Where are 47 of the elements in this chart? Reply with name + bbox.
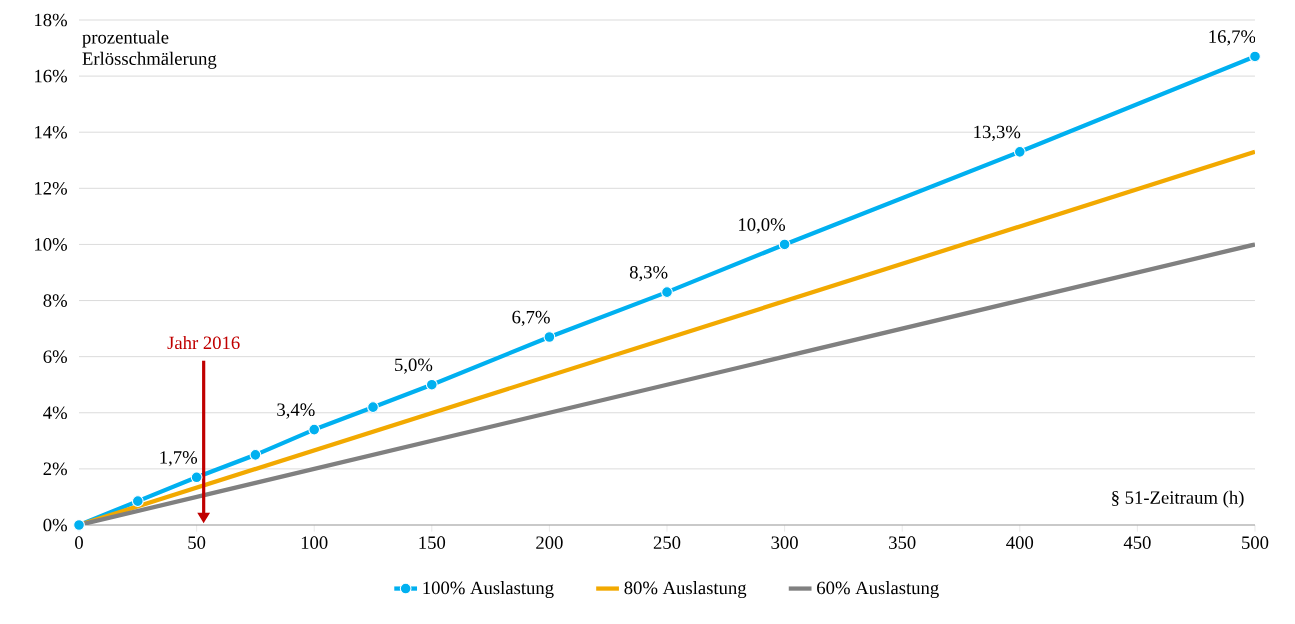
y-tick-label: 10%	[35, 238, 67, 251]
y-tick-label: 16%	[35, 69, 67, 83]
x-tick-label: 0	[75, 536, 83, 549]
y-tick-label: 12%	[35, 181, 67, 195]
point	[190, 471, 203, 484]
legend-label: 60% Auslastung	[817, 581, 939, 599]
point	[367, 401, 379, 414]
y-tick-label: 8%	[43, 294, 67, 307]
point	[1013, 145, 1026, 158]
point	[425, 378, 438, 391]
point	[308, 423, 321, 436]
x-tick-label: 200	[536, 536, 563, 549]
y-tick-label: 0%	[43, 518, 67, 532]
legend-label: 100% Auslastung	[423, 581, 554, 599]
point	[661, 286, 673, 298]
x-axis-title: § 51-Zeitraum (h)	[1112, 490, 1244, 508]
y-axis-title: prozentuale Erlösschmälerung	[82, 30, 217, 69]
data-label: 3,4%	[277, 403, 315, 419]
point	[778, 238, 791, 251]
x-tick-label: 250	[653, 536, 681, 549]
data-label: 8,3%	[629, 265, 668, 282]
point	[73, 519, 85, 531]
y-tick-label: 6%	[43, 350, 67, 363]
data-label: 5,0%	[395, 358, 433, 374]
data-label: 16,7%	[1209, 30, 1256, 46]
data-label: 6,7%	[512, 310, 550, 327]
x-tick-label: 350	[889, 536, 916, 549]
x-tick-label: 150	[419, 536, 446, 549]
y-tick-label: 18%	[35, 13, 67, 27]
x-tick-label: 500	[1242, 536, 1269, 549]
y-tick-label: 14%	[35, 125, 67, 139]
x-tick-label: 100	[301, 536, 328, 549]
data-label: 13,3%	[974, 125, 1021, 141]
data-label: 10,0%	[739, 218, 786, 234]
point	[249, 448, 262, 461]
ref-line-label: Jahr 2016	[167, 335, 240, 350]
x-tick-label: 450	[1123, 536, 1151, 549]
x-tick-label: 400	[1006, 536, 1034, 549]
x-tick-label: 50	[188, 536, 206, 549]
legend-label: 80% Auslastung	[624, 581, 747, 599]
x-tick-label: 300	[771, 536, 798, 549]
point	[1249, 50, 1261, 63]
y-tick-label: 4%	[43, 406, 67, 420]
y-tick-label: 2%	[43, 462, 67, 476]
data-label: 1,7%	[160, 451, 198, 467]
point	[543, 331, 556, 343]
point	[131, 495, 144, 508]
